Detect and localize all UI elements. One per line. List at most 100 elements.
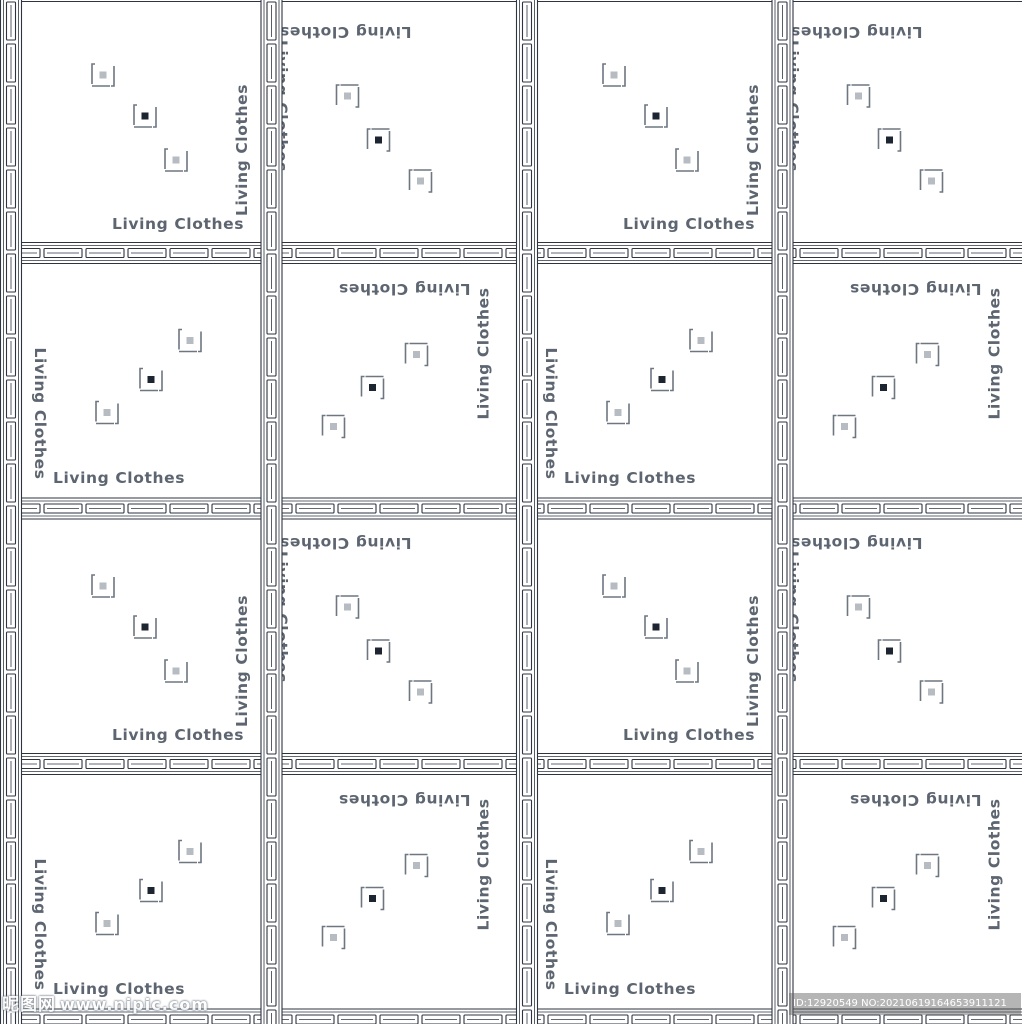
light-square-mark xyxy=(95,400,119,425)
light-square-mark xyxy=(164,148,188,172)
site-url: www.nipic.com xyxy=(60,995,209,1014)
light-square-mark xyxy=(404,853,429,878)
light-square-mark xyxy=(832,925,857,950)
tile-label-side: Living Clothes xyxy=(986,287,1004,419)
light-square-mark xyxy=(689,328,713,353)
light-square-mark xyxy=(689,839,713,864)
dark-square-mark xyxy=(871,886,896,911)
image-id-badge: ID:12920549 NO:20210619164653911121 xyxy=(789,993,1021,1015)
tile-label-bottom: Living Clothes xyxy=(564,980,696,998)
tile-label-bottom: Living Clothes xyxy=(279,534,411,552)
dark-square-mark xyxy=(360,375,385,400)
tile-label-bottom: Living Clothes xyxy=(53,980,185,998)
pattern-tile: Living Clothes Living Clothes xyxy=(277,766,511,1010)
border-strip-vertical xyxy=(260,0,283,1024)
tile-label-bottom: Living Clothes xyxy=(849,280,981,298)
dark-square-mark xyxy=(139,878,163,903)
dark-square-mark xyxy=(871,375,896,400)
tile-label-bottom: Living Clothes xyxy=(112,215,244,233)
border-strip-vertical xyxy=(771,0,794,1024)
light-square-mark xyxy=(178,839,202,864)
tile-label-bottom: Living Clothes xyxy=(112,726,244,744)
tile-label-bottom: Living Clothes xyxy=(849,791,981,809)
dark-square-mark xyxy=(877,128,902,152)
border-strip-horizontal xyxy=(0,497,1022,520)
tile-label-bottom: Living Clothes xyxy=(279,23,411,41)
dark-square-mark xyxy=(366,639,391,663)
dark-square-mark xyxy=(644,615,668,639)
light-square-mark xyxy=(919,680,944,704)
light-square-mark xyxy=(178,328,202,353)
light-square-mark xyxy=(408,169,433,193)
light-square-mark xyxy=(321,925,346,950)
pattern-tile: Living Clothes Living Clothes xyxy=(788,766,1022,1010)
light-square-mark xyxy=(602,574,626,598)
tile-label-bottom: Living Clothes xyxy=(623,726,755,744)
tile-label-bottom: Living Clothes xyxy=(623,215,755,233)
dark-square-mark xyxy=(133,104,157,128)
tile-label-bottom: Living Clothes xyxy=(564,469,696,487)
light-square-mark xyxy=(95,911,119,936)
light-square-mark xyxy=(321,414,346,439)
light-square-mark xyxy=(846,84,871,108)
tile-label-side: Living Clothes xyxy=(233,84,251,216)
tile-label-bottom: Living Clothes xyxy=(338,791,470,809)
tile-label-side: Living Clothes xyxy=(542,348,560,480)
border-strip-vertical xyxy=(515,0,539,1024)
light-square-mark xyxy=(335,595,360,619)
tile-label-side: Living Clothes xyxy=(542,859,560,991)
dark-square-mark xyxy=(644,104,668,128)
light-square-mark xyxy=(832,414,857,439)
border-strip-horizontal xyxy=(0,241,1022,265)
light-square-mark xyxy=(606,400,630,425)
tile-label-side: Living Clothes xyxy=(986,798,1004,930)
border-strip-horizontal xyxy=(0,752,1022,776)
light-square-mark xyxy=(675,659,699,683)
tile-label-side: Living Clothes xyxy=(744,84,762,216)
light-square-mark xyxy=(602,63,626,87)
light-square-mark xyxy=(915,853,940,878)
border-strip-horizontal xyxy=(0,1008,1022,1024)
tile-label-side: Living Clothes xyxy=(744,595,762,727)
light-square-mark xyxy=(606,911,630,936)
dark-square-mark xyxy=(139,367,163,392)
nipic-logo-watermark: 昵图网 www.nipic.com xyxy=(2,990,209,1015)
border-strip-vertical xyxy=(0,0,23,1024)
light-square-mark xyxy=(919,169,944,193)
tile-label-side: Living Clothes xyxy=(475,798,493,930)
tile-label-bottom: Living Clothes xyxy=(790,534,922,552)
light-square-mark xyxy=(915,342,940,367)
light-square-mark xyxy=(846,595,871,619)
pattern-tile: Living Clothes Living Clothes xyxy=(277,255,511,499)
pattern-tile: Living Clothes Living Clothes xyxy=(788,255,1022,499)
light-square-mark xyxy=(91,574,115,598)
tile-label-side: Living Clothes xyxy=(31,859,49,991)
dark-square-mark xyxy=(650,367,674,392)
dark-square-mark xyxy=(877,639,902,663)
tile-label-bottom: Living Clothes xyxy=(338,280,470,298)
light-square-mark xyxy=(404,342,429,367)
tile-label-side: Living Clothes xyxy=(233,595,251,727)
light-square-mark xyxy=(164,659,188,683)
tile-label-side: Living Clothes xyxy=(31,348,49,480)
light-square-mark xyxy=(675,148,699,172)
tile-label-side: Living Clothes xyxy=(475,287,493,419)
tile-label-bottom: Living Clothes xyxy=(53,469,185,487)
tile-label-bottom: Living Clothes xyxy=(790,23,922,41)
dark-square-mark xyxy=(366,128,391,152)
logo-text: 昵图网 xyxy=(2,995,56,1015)
light-square-mark xyxy=(91,63,115,87)
